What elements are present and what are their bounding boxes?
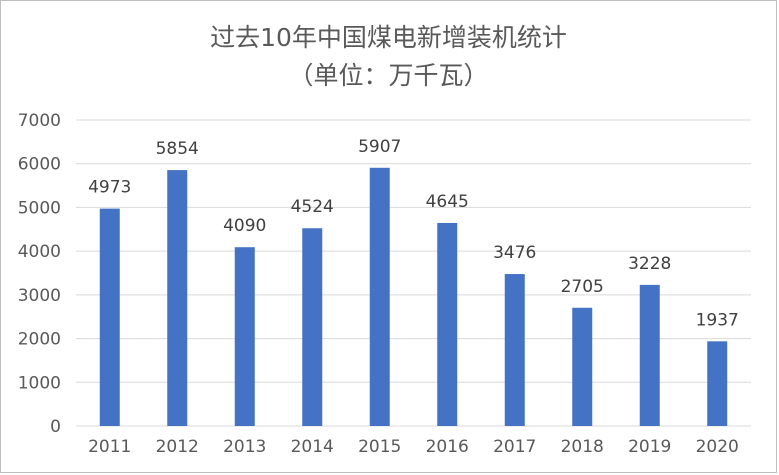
x-tick-label: 2013 xyxy=(223,437,266,457)
bar xyxy=(167,170,188,426)
y-tick-label: 4000 xyxy=(18,242,61,262)
data-label: 2705 xyxy=(561,277,604,297)
bar xyxy=(639,284,660,426)
x-tick-label: 2018 xyxy=(561,437,604,457)
y-tick-label: 1000 xyxy=(18,373,61,393)
y-tick-label: 0 xyxy=(50,417,61,437)
bar xyxy=(234,247,255,426)
x-tick-label: 2016 xyxy=(426,437,469,457)
bar xyxy=(707,341,728,426)
bar xyxy=(302,228,323,426)
y-tick-label: 5000 xyxy=(18,198,61,218)
x-tick-label: 2019 xyxy=(628,437,671,457)
x-tick-label: 2015 xyxy=(358,437,401,457)
data-label: 4090 xyxy=(223,216,266,236)
data-label: 3228 xyxy=(628,254,671,274)
x-tick-label: 2020 xyxy=(696,437,739,457)
x-tick-label: 2011 xyxy=(88,437,131,457)
data-label: 4645 xyxy=(426,192,469,212)
data-label: 4973 xyxy=(88,178,131,198)
data-label: 5854 xyxy=(156,139,199,159)
chart-title: 过去10年中国煤电新增装机统计 xyxy=(210,23,567,52)
y-tick-label: 3000 xyxy=(18,286,61,306)
y-tick-label: 7000 xyxy=(18,111,61,131)
data-label: 3476 xyxy=(493,243,536,263)
y-tick-label: 2000 xyxy=(18,330,61,350)
y-tick-label: 6000 xyxy=(18,155,61,175)
bar xyxy=(572,307,593,426)
data-label: 1937 xyxy=(696,310,739,330)
data-label: 5907 xyxy=(358,137,401,157)
x-tick-label: 2017 xyxy=(493,437,536,457)
chart-subtitle: （单位：万千瓦） xyxy=(288,61,489,90)
data-label: 4524 xyxy=(291,197,334,217)
bar xyxy=(369,167,390,426)
bar xyxy=(504,274,525,426)
x-tick-label: 2012 xyxy=(156,437,199,457)
x-tick-label: 2014 xyxy=(291,437,334,457)
bar xyxy=(437,222,458,426)
bar xyxy=(99,208,120,426)
